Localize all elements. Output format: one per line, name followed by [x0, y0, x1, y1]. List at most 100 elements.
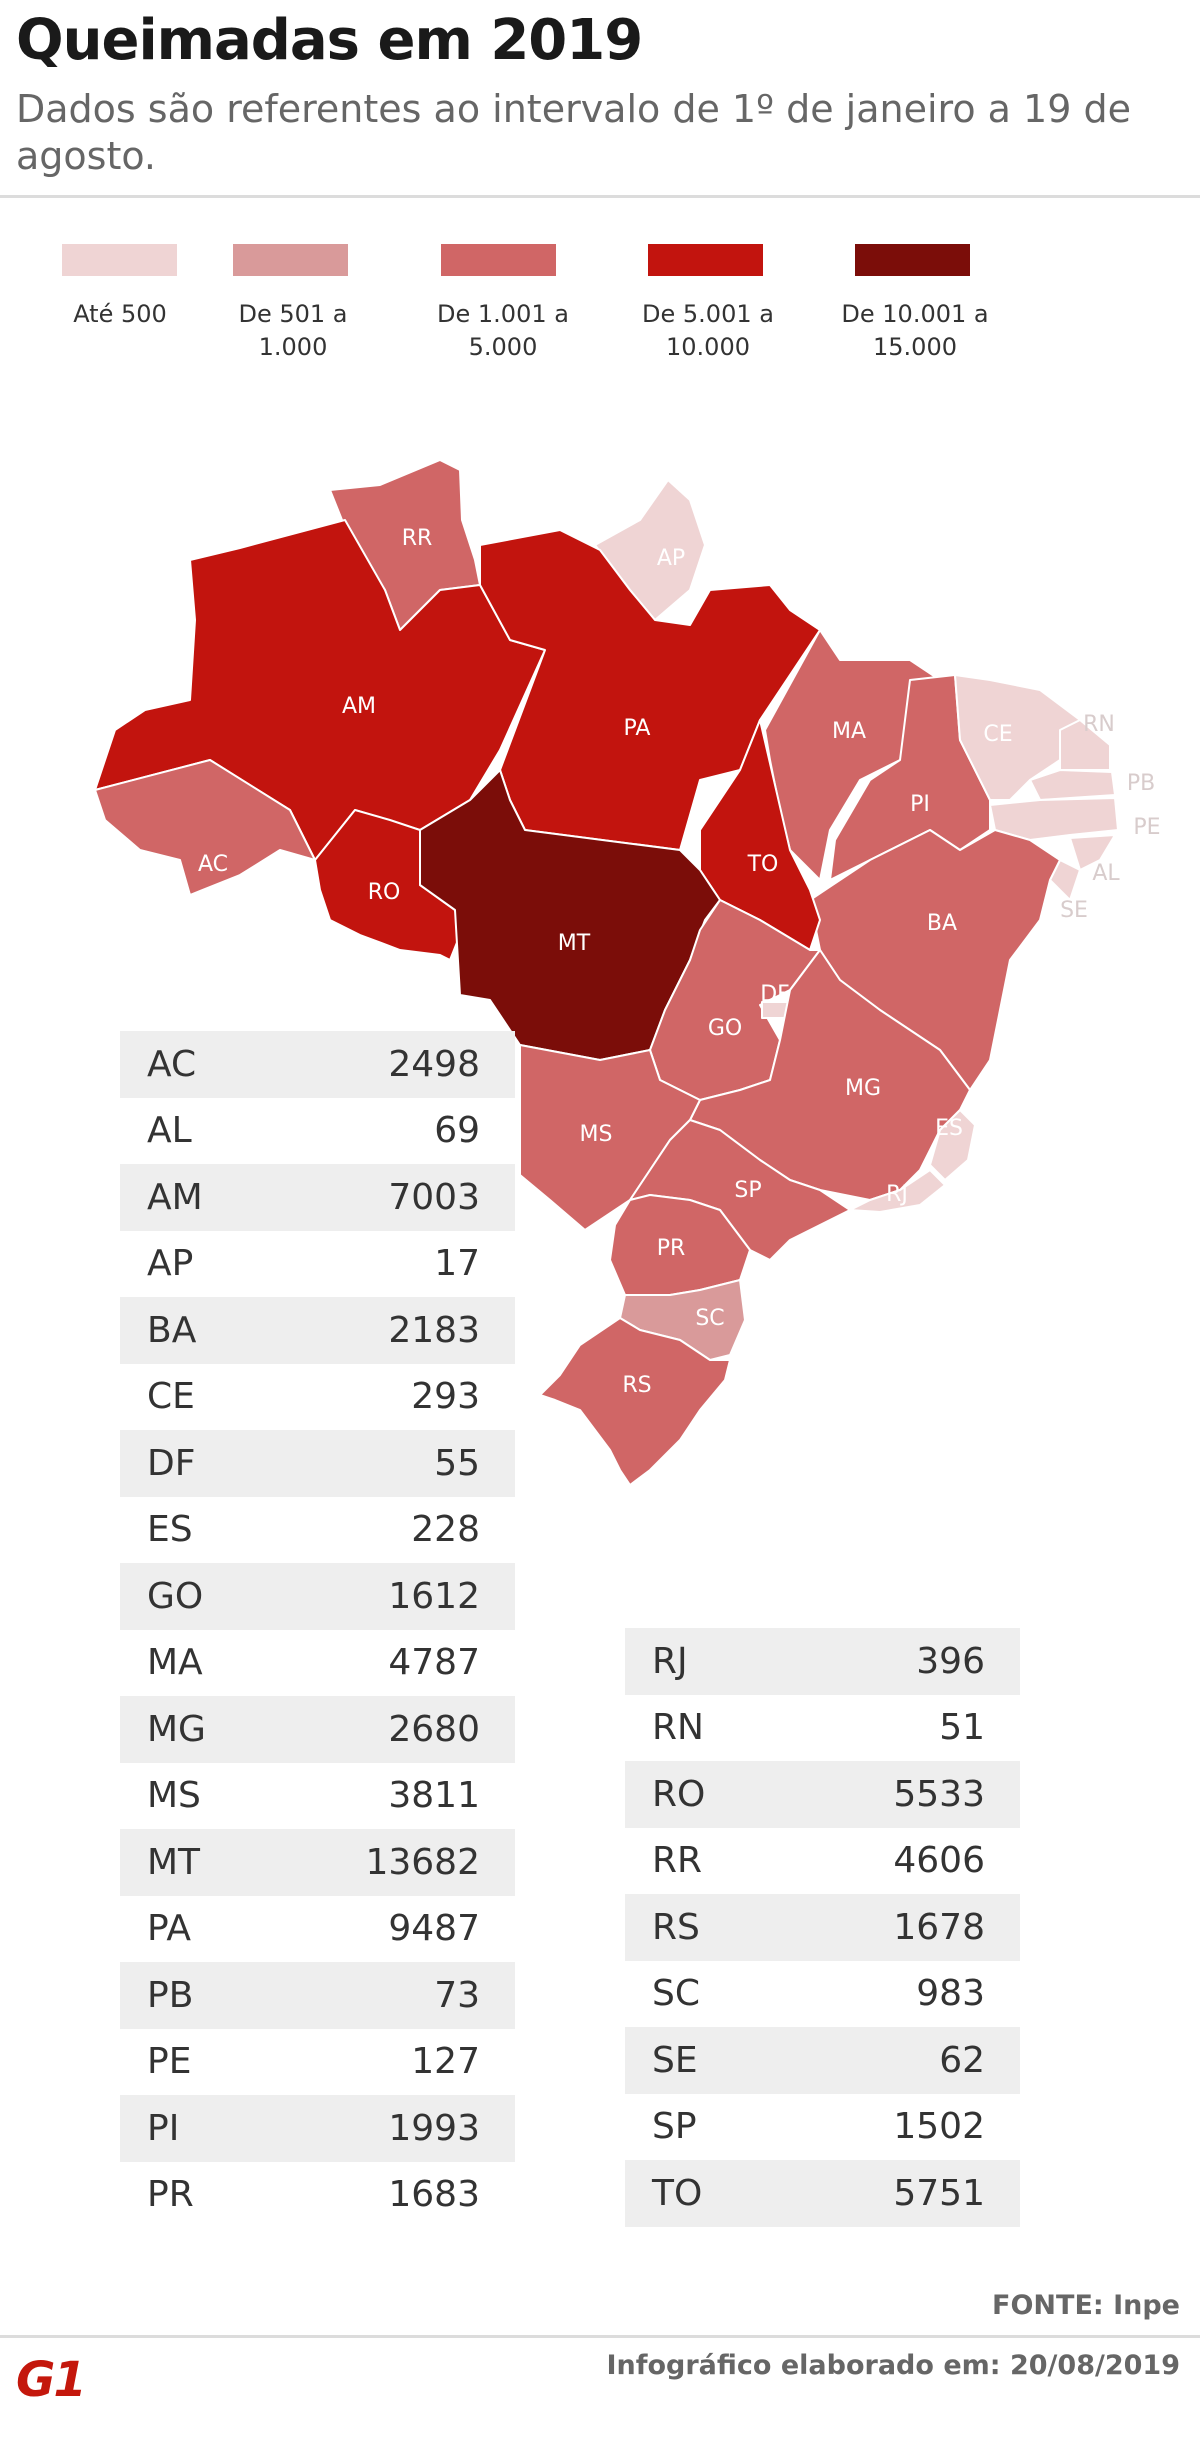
state-pb	[1029, 769, 1116, 801]
row-value: 62	[939, 2039, 985, 2081]
row-value: 228	[411, 1509, 480, 1551]
row-value: 1678	[893, 1906, 985, 1948]
map-label-sp: SP	[734, 1178, 761, 1203]
state-ro	[314, 809, 461, 961]
map-label-pi: PI	[910, 792, 930, 817]
table-row: TO 5751	[625, 2160, 1020, 2227]
row-value: 1502	[893, 2106, 985, 2148]
row-value: 127	[411, 2041, 480, 2083]
map-label-rj: RJ	[886, 1182, 908, 1207]
row-state-code: PR	[147, 2174, 194, 2216]
legend-label-class1: Até 500	[73, 300, 167, 328]
table-row: BA 2183	[120, 1297, 515, 1364]
row-value: 1612	[388, 1575, 480, 1617]
row-value: 3811	[388, 1775, 480, 1817]
row-state-code: AC	[147, 1043, 197, 1085]
row-state-code: ES	[147, 1509, 193, 1551]
map-label-pb: PB	[1127, 771, 1155, 796]
table-row: SC 983	[625, 1961, 1020, 2028]
row-value: 17	[434, 1243, 480, 1285]
row-state-code: AM	[147, 1176, 203, 1218]
row-value: 983	[916, 1973, 985, 2015]
row-value: 396	[916, 1640, 985, 1682]
header-divider	[0, 195, 1200, 198]
state-rs	[539, 1317, 731, 1486]
row-state-code: MA	[147, 1642, 203, 1684]
map-label-sc: SC	[695, 1306, 724, 1331]
row-state-code: MG	[147, 1708, 206, 1750]
map-label-ro: RO	[368, 880, 401, 905]
table-row: RJ 396	[625, 1628, 1020, 1695]
row-state-code: PE	[147, 2041, 192, 2083]
row-state-code: SC	[652, 1973, 700, 2015]
row-state-code: MT	[147, 1841, 201, 1883]
state-al	[1069, 834, 1116, 871]
row-state-code: AL	[147, 1110, 192, 1152]
table-row: AP 17	[120, 1231, 515, 1298]
table-row: RN 51	[625, 1695, 1020, 1762]
row-state-code: RJ	[652, 1640, 688, 1682]
row-value: 293	[411, 1376, 480, 1418]
map-label-go: GO	[708, 1016, 742, 1041]
map-label-ba: BA	[927, 911, 957, 936]
table-row: PE 127	[120, 2029, 515, 2096]
table-row: MA 4787	[120, 1630, 515, 1697]
row-value: 2183	[388, 1309, 480, 1351]
table-row: SP 1502	[625, 2094, 1020, 2161]
state-ce	[954, 674, 1081, 801]
legend-label-class2: De 501 a 1.000	[238, 300, 348, 361]
table-row: AL 69	[120, 1098, 515, 1165]
table-row: CE 293	[120, 1364, 515, 1431]
map-label-mg: MG	[845, 1076, 881, 1101]
map-label-se: SE	[1060, 898, 1088, 923]
table-row: MT 13682	[120, 1829, 515, 1896]
row-value: 5751	[893, 2172, 985, 2214]
row-state-code: PI	[147, 2107, 180, 2149]
row-state-code: TO	[652, 2172, 703, 2214]
data-table-right: RJ 396 RN 51 RO 5533 RR 4606 RS 1678 SC 983 SE 62 SP 15…	[625, 1628, 1020, 2227]
row-value: 69	[434, 1110, 480, 1152]
map-label-rs: RS	[622, 1373, 651, 1398]
row-value: 4606	[893, 1840, 985, 1882]
table-row: PI 1993	[120, 2095, 515, 2162]
row-value: 73	[434, 1974, 480, 2016]
map-label-df: DF	[760, 982, 790, 1007]
map-label-mt: MT	[558, 931, 591, 956]
row-value: 9487	[388, 1908, 480, 1950]
table-row: ES 228	[120, 1497, 515, 1564]
table-row: PR 1683	[120, 2162, 515, 2229]
table-row: RO 5533	[625, 1761, 1020, 1828]
row-state-code: CE	[147, 1376, 195, 1418]
map-label-ce: CE	[983, 722, 1012, 747]
map-label-pr: PR	[657, 1236, 686, 1261]
map-label-es: ES	[935, 1116, 963, 1141]
g1-logo: G1	[16, 2352, 87, 2408]
state-ac	[94, 759, 316, 896]
row-state-code: GO	[147, 1575, 204, 1617]
row-state-code: MS	[147, 1775, 201, 1817]
table-row: AM 7003	[120, 1164, 515, 1231]
table-row: RS 1678	[625, 1894, 1020, 1961]
row-state-code: AP	[147, 1243, 194, 1285]
map-label-ma: MA	[832, 719, 866, 744]
table-row: RR 4606	[625, 1828, 1020, 1895]
row-state-code: DF	[147, 1442, 196, 1484]
map-label-ms: MS	[580, 1122, 613, 1147]
row-state-code: SP	[652, 2106, 697, 2148]
page-title: Queimadas em 2019	[16, 8, 643, 73]
row-value: 13682	[365, 1841, 480, 1883]
map-label-rr: RR	[402, 526, 433, 551]
row-value: 51	[939, 1707, 985, 1749]
legend-swatch-class4	[648, 244, 763, 276]
legend-label-class5: De 10.001 a 15.000	[841, 300, 989, 361]
row-value: 4787	[388, 1642, 480, 1684]
map-label-pa: PA	[624, 716, 651, 741]
data-table-left: AC 2498 AL 69 AM 7003 AP 17 BA 2183 CE 293 DF 55 ES 228…	[120, 1031, 515, 2228]
state-rn	[1059, 719, 1111, 771]
map-label-ac: AC	[198, 852, 228, 877]
row-value: 2680	[388, 1708, 480, 1750]
map-label-am: AM	[342, 694, 376, 719]
legend-swatch-class5	[855, 244, 970, 276]
table-row: GO 1612	[120, 1563, 515, 1630]
table-row: DF 55	[120, 1430, 515, 1497]
